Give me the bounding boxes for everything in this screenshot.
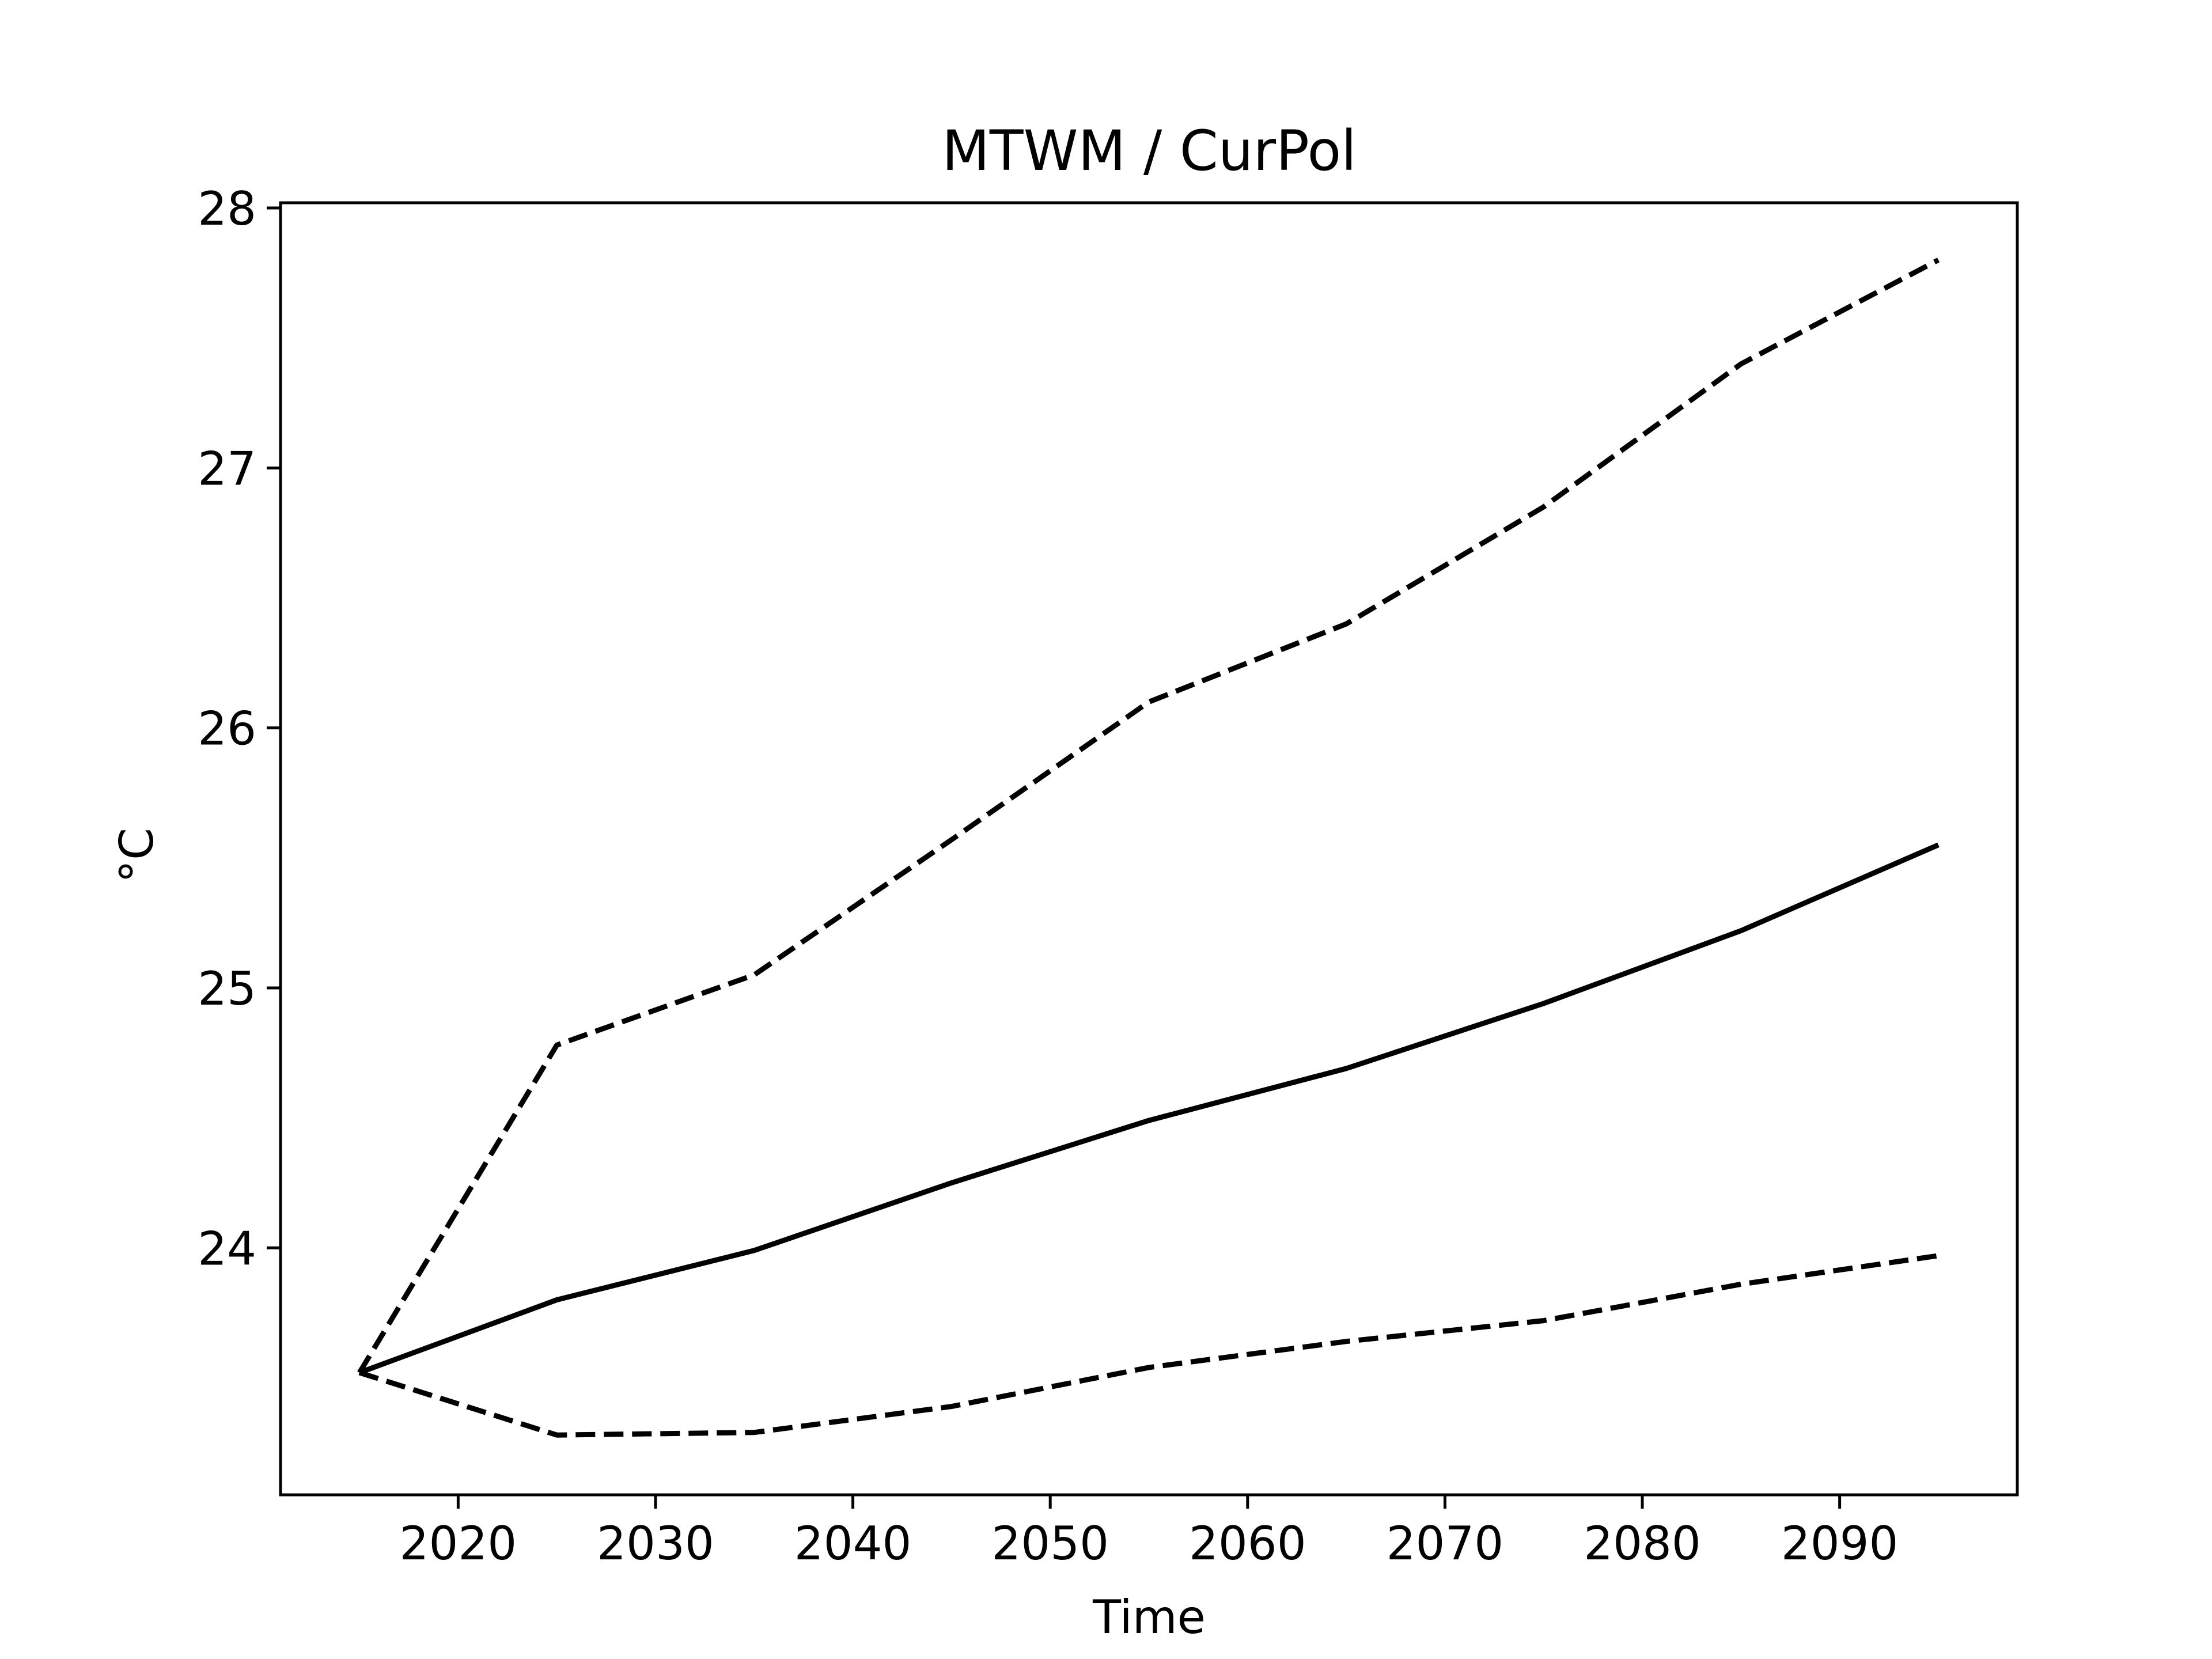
y-tick-label: 28 (198, 182, 256, 236)
x-tick-label: 2080 (1584, 1517, 1701, 1570)
x-axis-label: Time (1092, 1590, 1206, 1644)
x-axis-ticks: 2020 2030 2040 2050 2060 2070 2080 2090 (400, 1495, 1899, 1570)
y-tick-label: 25 (198, 962, 256, 1016)
y-tick-label: 26 (198, 702, 256, 756)
series-upper-bound-line (357, 257, 1940, 1374)
x-tick-label: 2020 (400, 1517, 517, 1570)
y-tick-label: 27 (198, 442, 256, 495)
x-tick-label: 2070 (1387, 1517, 1504, 1570)
series-layer (357, 257, 1940, 1438)
series-lower-bound-line (358, 1253, 1939, 1438)
series-median-line (358, 842, 1940, 1376)
x-tick-label: 2090 (1781, 1517, 1899, 1570)
x-tick-label: 2050 (991, 1517, 1109, 1570)
y-tick-label: 24 (198, 1222, 256, 1275)
x-tick-label: 2060 (1189, 1517, 1306, 1570)
y-axis-label: °C (110, 828, 164, 883)
x-tick-label: 2040 (794, 1517, 912, 1570)
plot-frame (279, 201, 2019, 1497)
y-axis-ticks: 24 25 26 27 28 (198, 182, 281, 1275)
chart-title: MTWM / CurPol (942, 119, 1357, 183)
x-tick-label: 2030 (597, 1517, 714, 1570)
